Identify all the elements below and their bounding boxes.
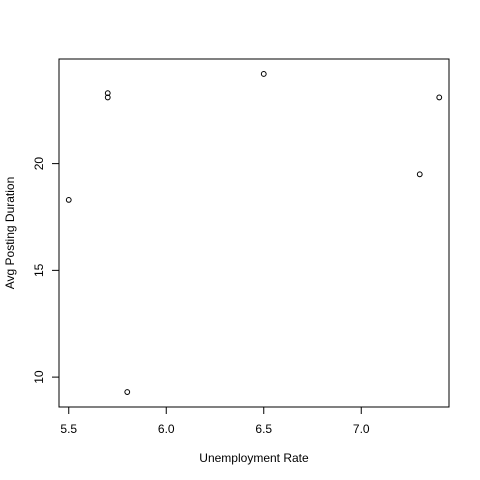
x-tick-label: 7.0 xyxy=(353,422,370,436)
y-tick-label: 20 xyxy=(32,157,46,171)
data-point xyxy=(124,389,131,395)
data-point xyxy=(65,197,72,203)
plot-frame xyxy=(58,58,450,408)
x-tick-label: 6.5 xyxy=(255,422,272,436)
x-axis: 5.5 6.0 6.5 7.0 xyxy=(60,407,370,436)
y-axis: 10 15 20 xyxy=(32,157,59,384)
data-point xyxy=(260,71,267,77)
x-axis-label: Unemployment Rate xyxy=(199,451,309,465)
data-point xyxy=(104,90,111,97)
y-tick-label: 15 xyxy=(32,263,46,277)
y-tick-label: 10 xyxy=(32,370,46,384)
y-axis-label: Avg Posting Duration xyxy=(3,177,17,290)
x-tick-label: 5.5 xyxy=(60,422,77,436)
data-points xyxy=(65,71,443,395)
x-tick-label: 6.0 xyxy=(158,422,175,436)
data-point xyxy=(416,171,423,178)
data-point xyxy=(104,94,111,101)
data-point xyxy=(436,94,443,101)
